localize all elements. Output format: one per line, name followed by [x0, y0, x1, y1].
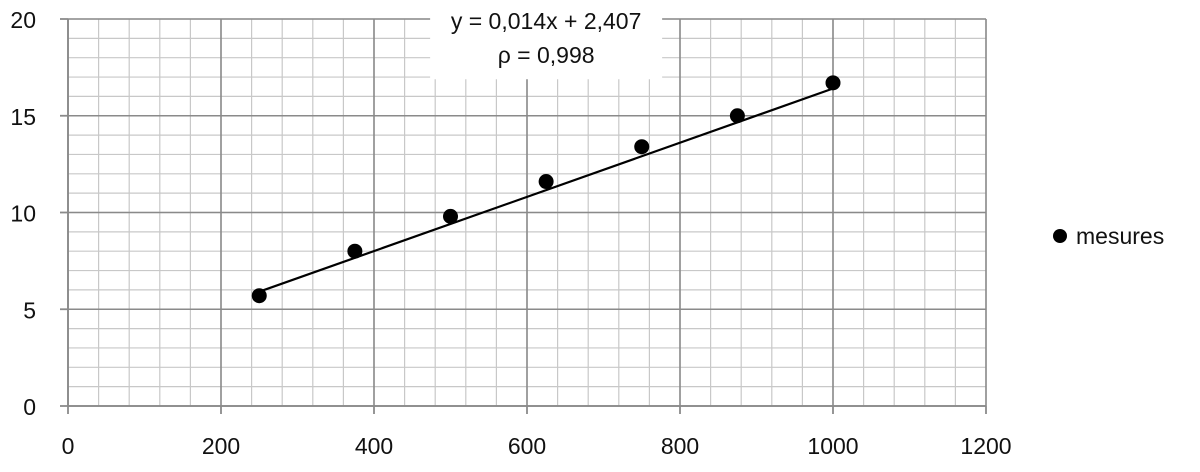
equation-annotation: y = 0,014x + 2,407 ρ = 0,998	[430, 1, 663, 80]
data-point	[634, 139, 650, 155]
data-point	[729, 108, 745, 124]
legend: mesures	[1053, 223, 1164, 249]
y-tick-labels: 0 5 10 15 20	[10, 7, 36, 420]
y-tick-label: 0	[23, 394, 36, 420]
y-tick-label: 10	[10, 201, 36, 227]
x-tick-labels: 0 200 400 600 800 1000 1200	[62, 433, 1012, 459]
correlation-text: ρ = 0,998	[498, 42, 595, 68]
data-point	[538, 174, 554, 190]
x-tick-label: 1000	[807, 433, 858, 459]
x-tick-label: 200	[202, 433, 240, 459]
trendline	[258, 87, 834, 293]
data-point	[443, 208, 458, 224]
x-tick-label: 800	[661, 433, 699, 459]
x-tick-label: 600	[508, 433, 546, 459]
x-tick-label: 400	[355, 433, 393, 459]
y-tick-label: 15	[10, 104, 36, 130]
data-points	[251, 75, 841, 304]
equation-text: y = 0,014x + 2,407	[451, 8, 642, 34]
data-point	[251, 288, 267, 304]
y-tick-label: 20	[10, 7, 36, 33]
x-tick-label: 0	[62, 433, 75, 459]
legend-marker	[1053, 229, 1067, 243]
trendline-group	[258, 87, 834, 293]
annotation-background	[430, 1, 663, 80]
x-tick-label: 1200	[960, 433, 1011, 459]
axes	[60, 18, 987, 414]
data-point	[825, 75, 841, 91]
y-tick-label: 5	[23, 297, 36, 323]
legend-label: mesures	[1076, 223, 1164, 249]
data-point	[347, 243, 363, 259]
